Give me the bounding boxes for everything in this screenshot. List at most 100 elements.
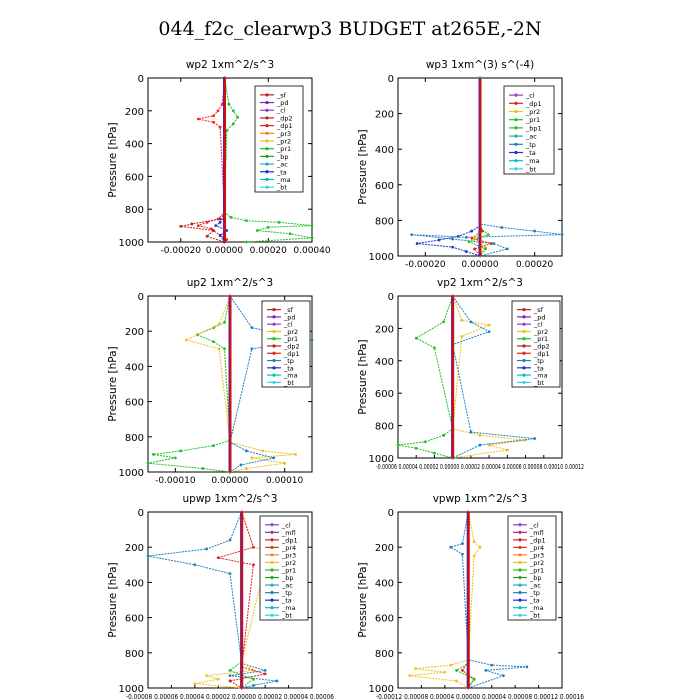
y-tick-label: 800 [125,205,144,216]
legend-label: _pd [533,313,546,321]
chart-title: wp2 1xm^2/s^3 [186,59,274,71]
data-point [472,554,476,558]
data-point [449,663,453,667]
data-point [310,236,314,240]
data-point [252,563,255,567]
legend-label: _bt [533,379,544,387]
data-point [487,323,491,327]
y-axis-label: Pressure [hPa] [107,346,119,421]
legend-marker [518,530,522,534]
legend-box [261,300,311,388]
data-point [218,125,222,129]
legend-label: _pr1 [525,116,540,124]
data-point [231,109,235,113]
y-axis-label: Pressure [hPa] [107,562,119,637]
legend-label: _pr2 [276,138,291,146]
legend-marker [270,523,274,527]
legend-label: _dp2 [533,343,550,351]
legend-marker [522,344,526,348]
legend-marker [518,606,522,610]
legend-marker [518,560,522,565]
legend-marker [270,568,274,572]
y-tick-label: 400 [125,362,144,373]
data-point [231,122,235,126]
legend-label: _ma [529,604,544,612]
y-axis-label: Pressure [hPa] [357,562,369,637]
legend-marker [272,315,276,319]
y-tick-label: 0 [138,508,144,519]
legend-label: _ta [276,168,287,176]
y-tick-label: 200 [375,324,394,335]
legend: _cl_mfl_dp1_pr4_pr3_pr2_pr1_bp_ac_tp_ta_… [259,515,309,621]
legend-marker [265,185,269,189]
legend-label: _dp2 [276,114,293,122]
data-point [461,542,464,546]
data-point [227,102,231,106]
legend-marker [514,167,518,171]
y-tick-label: 800 [375,216,394,227]
legend-marker [265,147,269,151]
data-point [228,538,232,542]
legend-marker [518,523,522,527]
chart-panel-6: vpwp 1xm^2/s^3 Pressure [hPa] 0 200 400 600 80… [357,493,584,700]
data-point [505,448,509,452]
data-point [449,545,453,549]
legend-label: _pr3 [276,130,291,138]
legend-marker [270,530,274,534]
data-point [250,347,254,351]
data-point [505,247,509,251]
data-point [217,347,221,351]
x-tick-label: -0.00020 [405,260,446,270]
y-tick-label: 400 [375,357,394,368]
legend-marker [514,101,518,105]
legend: _sf_pd_cl_pr2_pr1_dp2_dp1_tp_ta_ma_bt [261,300,311,388]
legend-marker [270,545,274,549]
legend-marker [270,553,274,557]
legend-label: _ta [283,364,294,372]
data-point [478,443,482,447]
legend-label: _pr3 [529,551,544,559]
y-tick-label: 400 [375,578,394,589]
legend-marker [265,170,269,174]
data-point [473,236,476,240]
data-point [263,672,267,676]
x-tick-label: -0.00020 [161,246,202,256]
data-point [502,674,505,678]
legend-marker [518,613,522,617]
legend-label: _pr2 [533,328,548,336]
legend-marker [514,150,518,155]
legend-label: _pr2 [525,108,540,116]
data-point [478,433,482,437]
data-point [460,318,464,322]
legend-label: _ma [281,604,296,612]
legend-marker [514,109,518,114]
legend-marker [272,380,276,384]
chart-panel-3: up2 1xm^2/s^3 Pressure [hPa] 0 200 400 600 800… [107,277,314,486]
data-point [484,669,488,672]
y-tick-label: 200 [125,543,144,554]
y-tick-label: 600 [125,398,144,409]
data-point [218,217,222,221]
data-point [310,224,314,228]
y-tick-label: 800 [125,649,144,660]
data-point [212,120,216,124]
y-tick-label: 0 [138,292,144,303]
legend-marker [522,315,526,319]
data-point [184,338,188,342]
y-tick-label: 600 [375,389,394,400]
data-point [261,449,265,453]
chart-title: vpwp 1xm^2/s^3 [433,493,528,505]
data-point [212,114,216,118]
legend-label: _bt [276,184,287,192]
legend-marker [522,337,526,341]
y-tick-label: 800 [375,422,394,433]
y-tick-label: 1000 [119,238,144,249]
legend-label: _dp1 [281,536,298,544]
legend-label: _tp [533,357,544,365]
data-point [250,456,254,460]
y-axis-label: Pressure [hPa] [107,122,119,197]
data-point [414,446,418,450]
series-pr2 [452,295,526,459]
legend-label: _bt [525,165,536,173]
